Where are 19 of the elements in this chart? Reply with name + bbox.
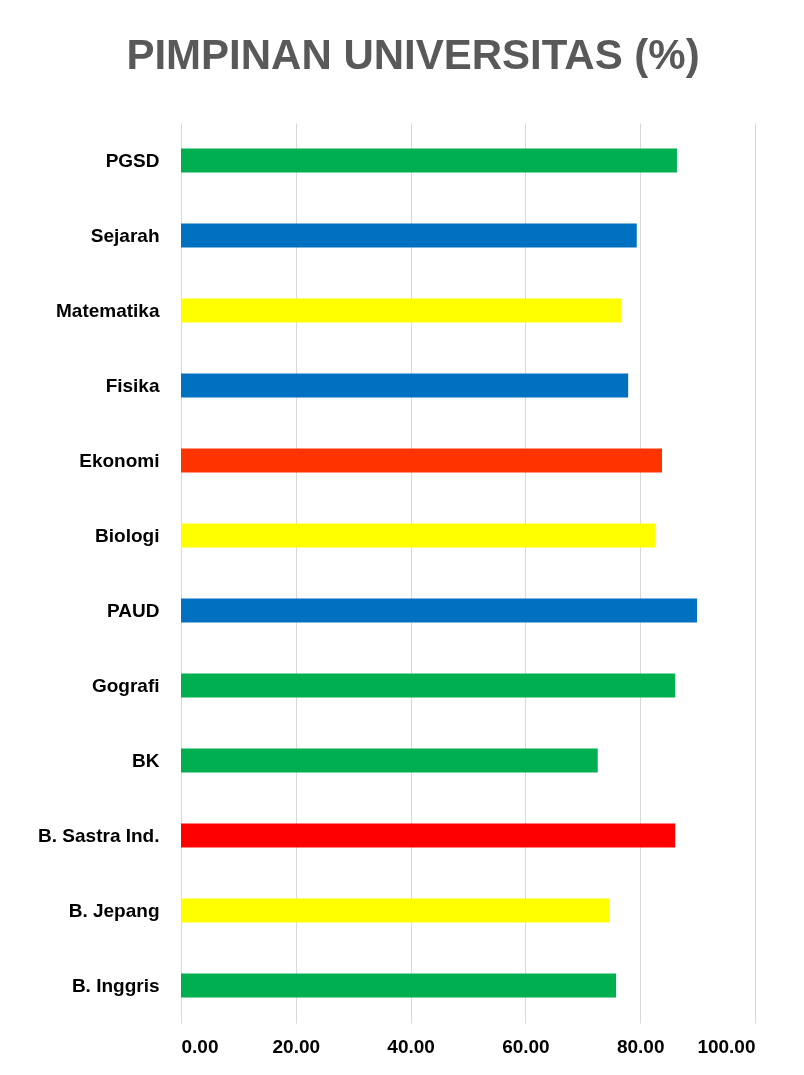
y-tick-label: B. Inggris: [71, 974, 160, 996]
x-tick-label: 20.00: [272, 1035, 321, 1057]
x-tick-label: 80.00: [616, 1035, 665, 1057]
y-tick-label: Matematika: [56, 299, 160, 321]
y-tick-label: Ekonomi: [79, 449, 160, 471]
chart-title: PIMPINAN UNIVERSITAS (%): [126, 31, 700, 78]
y-tick-label: PAUD: [107, 599, 160, 621]
y-tick-label: B. Sastra Ind.: [38, 824, 160, 846]
y-tick-label: Biologi: [95, 524, 160, 546]
y-tick-label: Fisika: [105, 374, 160, 396]
x-tick-label: 40.00: [387, 1035, 435, 1057]
y-tick-label: PGSD: [105, 149, 160, 171]
y-tick-label: Gografi: [91, 674, 160, 696]
x-tick-label: 0.00: [181, 1035, 219, 1057]
y-tick-label: Sejarah: [90, 224, 160, 246]
x-tick-label: 60.00: [502, 1035, 550, 1057]
y-tick-label: BK: [132, 749, 160, 771]
x-tick-label: 100.00: [697, 1035, 756, 1057]
y-tick-label: B. Jepang: [68, 899, 160, 921]
